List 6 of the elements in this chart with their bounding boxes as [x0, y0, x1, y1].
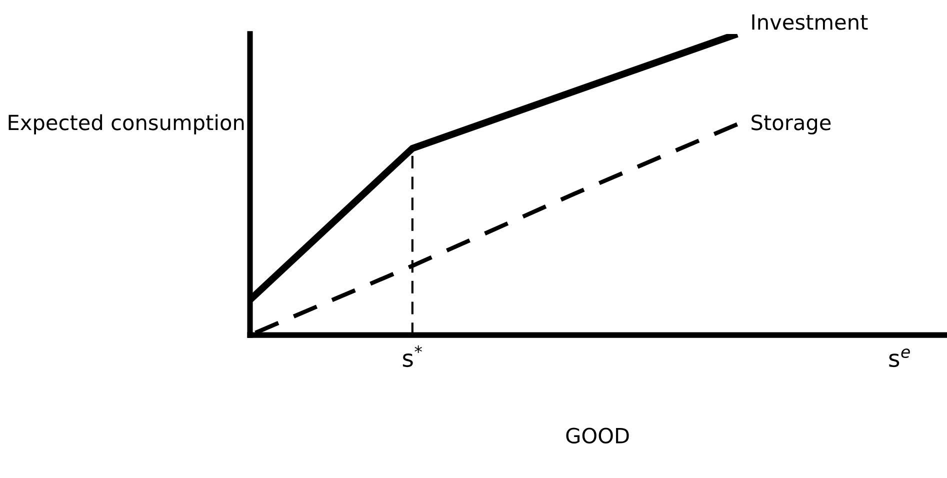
x-axis-title: GOOD	[566, 428, 629, 444]
x-tick-label: s$^{e}$	[889, 348, 910, 368]
series-label: Investment	[752, 14, 868, 30]
y-axis-title: Expected consumption	[8, 114, 244, 134]
series-label: Storage	[752, 114, 831, 134]
x-tick-label: s$^{*}$	[402, 345, 422, 368]
